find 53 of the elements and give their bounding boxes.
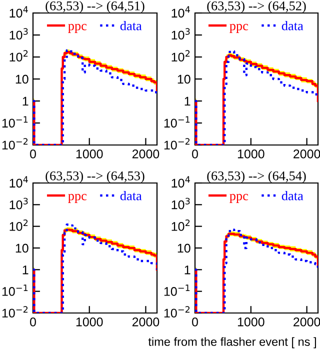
x-tick-label: 1000: [76, 149, 103, 158]
legend-label: ppc: [68, 24, 87, 33]
x-tick-label: 1000: [76, 317, 103, 326]
x-axis-title: time from the flasher event [ ns ]: [148, 337, 316, 348]
x-tick-label: 0: [30, 149, 36, 158]
text: ppc: [230, 194, 248, 203]
legend-label: data: [120, 20, 142, 30]
chart-title: (63,53) --> (64,52): [207, 1, 306, 13]
y-tick-label: 10$^{3}$: [10, 198, 28, 210]
x-tick-label: 2000: [294, 317, 320, 326]
y-tick-label: 1: [22, 96, 28, 106]
y-tick-label: 10: [16, 74, 28, 84]
legend-label: data: [282, 190, 304, 200]
x-tick-label: 2000: [294, 149, 320, 158]
x-tick-label: 2000: [132, 317, 160, 326]
legend-label: ppc: [68, 194, 87, 203]
y-tick-label: 10$^{−2}$: [2, 306, 28, 318]
chart-title: (63,53) --> (64,53): [46, 171, 144, 183]
y-tick-label: 10$^{2}$: [10, 219, 28, 231]
y-tick-label: 1: [22, 266, 28, 274]
y-tick-label: 10$^{4}$: [172, 6, 190, 18]
y-tick-label: 10$^{−2}$: [164, 306, 190, 318]
y-tick-label: 10$^{4}$: [172, 176, 190, 188]
y-tick-label: 10$^{−1}$: [2, 116, 28, 128]
y-tick-label: 10$^{3}$: [10, 28, 28, 40]
y-tick-label: 10$^{2}$: [172, 50, 190, 62]
y-tick-label: 10: [16, 244, 28, 253]
y-tick-label: 10$^{−2}$: [2, 138, 28, 150]
y-tick-label: 10$^{4}$: [10, 176, 28, 188]
chart-title: (63,53) --> (64,51): [46, 1, 144, 13]
x-tick-label: 1000: [238, 317, 264, 326]
y-tick-label: 10: [178, 74, 190, 84]
chart-title: (63,53) --> (64,54): [207, 171, 306, 183]
y-tick-label: 10$^{−2}$: [164, 138, 190, 150]
y-tick-label: 10$^{3}$: [172, 28, 190, 40]
y-tick-label: 10$^{3}$: [172, 198, 190, 210]
x-tick-label: 0: [192, 149, 198, 158]
y-tick-label: 1: [184, 96, 190, 106]
y-tick-label: 10$^{−1}$: [164, 116, 190, 128]
y-tick-label: 10: [178, 244, 190, 253]
y-tick-label: 10$^{4}$: [10, 6, 28, 18]
legend-label: data: [282, 20, 304, 30]
x-tick-label: 0: [192, 317, 198, 326]
x-tick-label: 1000: [238, 149, 264, 158]
legend-label: data: [120, 190, 142, 200]
y-tick-label: 1: [184, 266, 190, 274]
y-tick-label: 10$^{−1}$: [164, 284, 190, 296]
x-tick-label: 0: [30, 317, 36, 326]
series-label: ppc: [230, 24, 248, 33]
y-tick-label: 10$^{−1}$: [2, 284, 28, 296]
x-tick-label: 2000: [132, 149, 160, 158]
y-tick-label: 10$^{2}$: [10, 50, 28, 62]
y-tick-label: 10$^{2}$: [172, 219, 190, 231]
